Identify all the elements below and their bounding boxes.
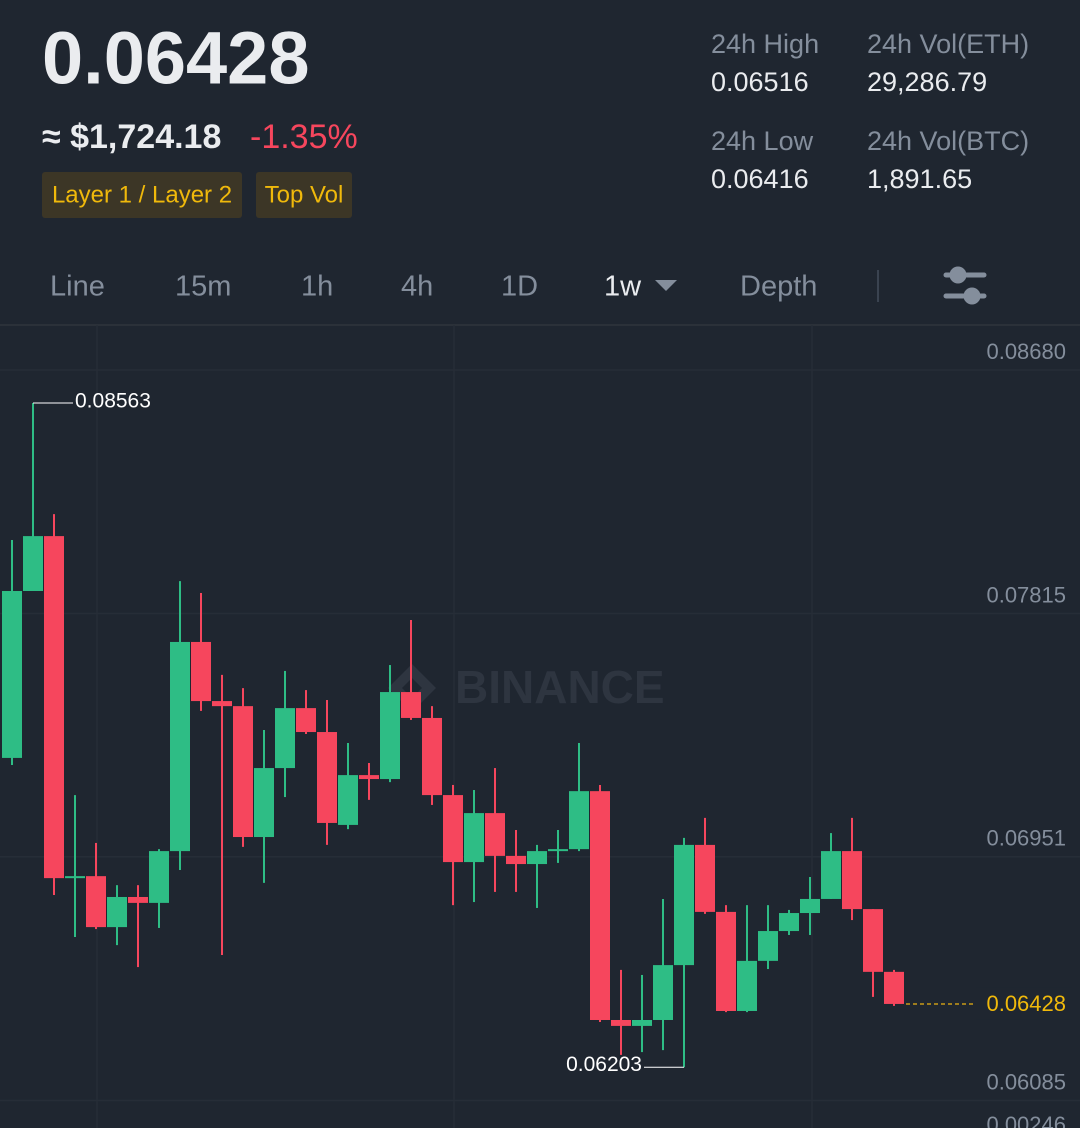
candle-body (716, 911, 736, 1011)
candle-body (779, 913, 799, 932)
candle-body (464, 813, 484, 863)
y-tick-label: 0.06085 (986, 1069, 1066, 1094)
plot: 0.08680 0.07815 0.06951 0.06085 0.08563 0.062… (0, 339, 1080, 1102)
y-tick-label: 0.08680 (986, 339, 1066, 364)
candle-body (65, 876, 85, 879)
candle-body (863, 909, 883, 972)
candle-body (149, 851, 169, 903)
watermark: BINANCE (455, 661, 665, 713)
candle-body (317, 732, 337, 823)
candle-body (128, 896, 148, 903)
tag-bg[interactable] (256, 172, 352, 218)
y-tick-label: 0.07815 (986, 582, 1066, 607)
candle-body (842, 851, 862, 910)
tab[interactable]: 1D (501, 271, 538, 303)
stat-value: 29,286.79 (867, 67, 987, 97)
tab[interactable]: Line (50, 271, 105, 303)
candle-body (758, 931, 778, 961)
candle-body (884, 971, 904, 1004)
candle-body (359, 775, 379, 780)
candle-body (275, 708, 295, 769)
tag[interactable]: Layer 1 / Layer 2 (52, 181, 232, 208)
stat-label: 24h High (711, 29, 819, 59)
high-label: 0.08563 (75, 390, 151, 413)
dropdown-arrow[interactable] (655, 280, 677, 291)
candle-body (674, 844, 694, 966)
candle-body (296, 708, 316, 733)
tab[interactable]: 15m (175, 271, 231, 303)
tab[interactable]: 1h (301, 271, 333, 303)
candle-body (191, 641, 211, 702)
fiat-price: ≈ $1,724.18 (42, 118, 221, 156)
candle-body (590, 791, 610, 1020)
price-change: -1.35% (250, 118, 358, 156)
candle-body (653, 965, 673, 1020)
tab[interactable]: 4h (401, 271, 433, 303)
tag[interactable]: Top Vol (265, 181, 344, 208)
candle-body (254, 768, 274, 838)
candle-body (611, 1019, 631, 1026)
candle-body (800, 898, 820, 914)
tag-bg[interactable] (42, 172, 242, 218)
candle-body (569, 791, 589, 850)
candle-body (212, 701, 232, 707)
candle-body (44, 536, 64, 879)
candle-body (548, 849, 568, 852)
stat-value: 0.06516 (711, 67, 809, 97)
candle-body (695, 844, 715, 912)
stat-label: 24h Low (711, 126, 814, 156)
last-price-label: 0.06428 (986, 991, 1066, 1016)
candle-body (821, 851, 841, 899)
stat-value: 0.06416 (711, 164, 809, 194)
candle-body (107, 896, 127, 928)
settings-icon[interactable] (943, 266, 987, 305)
low-label: 0.06203 (566, 1053, 642, 1076)
tab[interactable]: Depth (740, 271, 817, 303)
candle-body (422, 717, 442, 796)
candle-body (632, 1019, 652, 1026)
candle-body (170, 641, 190, 852)
last-price: 0.06428 (42, 17, 310, 100)
stat-label: 24h Vol(ETH) (867, 29, 1029, 59)
candle-body (527, 851, 547, 865)
candle-body (506, 855, 526, 865)
candle-body (2, 591, 22, 758)
stat-label: 24h Vol(BTC) (867, 126, 1029, 156)
last-price-box (976, 987, 1072, 1020)
candle-body (401, 692, 421, 718)
candle-body (380, 692, 400, 780)
candle-body (233, 706, 253, 838)
candle-body (338, 775, 358, 825)
stat-value: 1,891.65 (867, 164, 972, 194)
volume-axis-label: 0.00246 (986, 1112, 1066, 1128)
candle-body (23, 536, 43, 592)
candle-body (86, 876, 106, 928)
candle-body (485, 813, 505, 856)
tab-active[interactable]: 1w (604, 271, 642, 303)
y-tick-label: 0.06951 (986, 826, 1066, 851)
candle-body (737, 960, 757, 1011)
candle-body (443, 795, 463, 863)
